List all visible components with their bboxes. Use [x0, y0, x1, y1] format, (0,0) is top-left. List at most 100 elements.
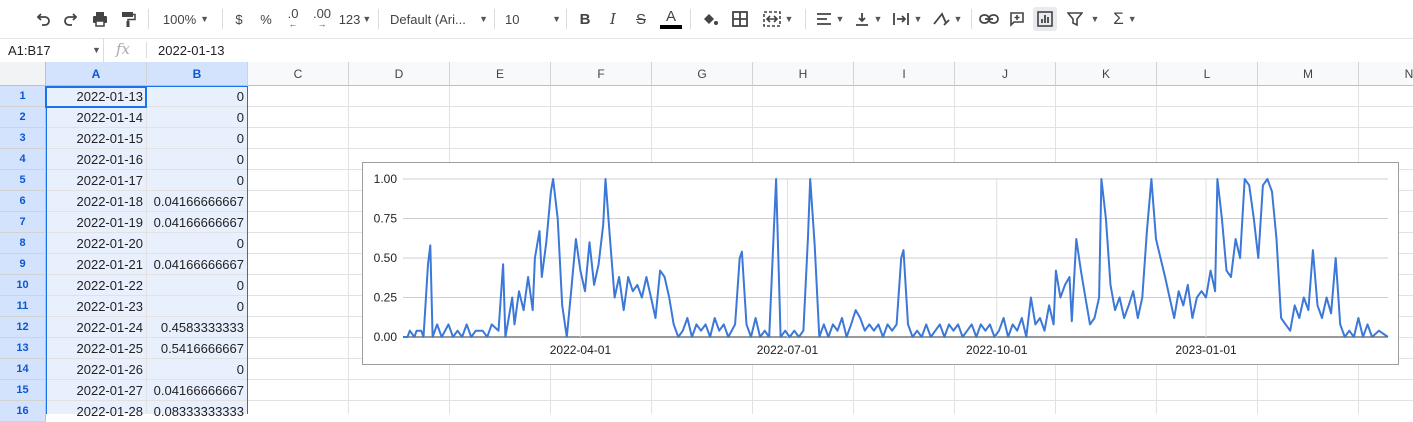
- functions-icon[interactable]: Σ ▼: [1113, 9, 1137, 28]
- cell-b8[interactable]: 0: [236, 236, 244, 251]
- column-header-n[interactable]: N: [1359, 62, 1413, 86]
- text-wrap-icon[interactable]: ▼: [890, 7, 924, 31]
- column-header-i[interactable]: I: [854, 62, 955, 86]
- more-formats-label: 123: [338, 11, 361, 27]
- percent-button[interactable]: %: [256, 7, 276, 31]
- cell-b3[interactable]: 0: [236, 131, 244, 146]
- row-header-2[interactable]: 2: [0, 107, 46, 128]
- cell-b7[interactable]: 0.04166666667: [153, 215, 244, 230]
- cell-b6[interactable]: 0.04166666667: [153, 194, 244, 209]
- cell-b4[interactable]: 0: [236, 152, 244, 167]
- cell-b15[interactable]: 0.04166666667: [153, 383, 244, 398]
- cell-a1[interactable]: 2022-01-13: [76, 89, 144, 104]
- comment-icon[interactable]: [1006, 7, 1028, 31]
- column-header-g[interactable]: G: [652, 62, 753, 86]
- column-header-a[interactable]: A: [46, 62, 147, 86]
- column-header-l[interactable]: L: [1157, 62, 1258, 86]
- font-select[interactable]: Default (Ari... ▼: [390, 7, 488, 31]
- column-header-k[interactable]: K: [1056, 62, 1157, 86]
- row-header-14[interactable]: 14: [0, 359, 46, 380]
- paint-format-icon[interactable]: [117, 7, 139, 31]
- column-header-f[interactable]: F: [551, 62, 652, 86]
- name-box[interactable]: A1:B17 ▼: [0, 38, 104, 62]
- cell-b5[interactable]: 0: [236, 173, 244, 188]
- row-header-5[interactable]: 5: [0, 170, 46, 191]
- cell-b11[interactable]: 0: [236, 299, 244, 314]
- align-icon[interactable]: ▼: [814, 7, 846, 31]
- cell-b13[interactable]: 0.5416666667: [160, 341, 244, 356]
- cell-a13[interactable]: 2022-01-25: [76, 341, 144, 356]
- column-header-b[interactable]: B: [147, 62, 248, 86]
- text-color-icon[interactable]: A: [659, 7, 683, 31]
- row-header-7[interactable]: 7: [0, 212, 46, 233]
- cell-a3[interactable]: 2022-01-15: [76, 131, 144, 146]
- column-header-c[interactable]: C: [248, 62, 349, 86]
- row-header-16[interactable]: 16: [0, 401, 46, 422]
- italic-icon[interactable]: I: [610, 10, 616, 28]
- cell-a2[interactable]: 2022-01-14: [76, 110, 144, 125]
- increase-decimal-button[interactable]: .00 →: [311, 7, 333, 31]
- redo-icon[interactable]: [60, 7, 82, 31]
- currency-button[interactable]: $: [230, 7, 248, 31]
- cell-a5[interactable]: 2022-01-17: [76, 173, 144, 188]
- text-rotate-icon[interactable]: ▼: [930, 7, 964, 31]
- row-header-8[interactable]: 8: [0, 233, 46, 254]
- cell-b14[interactable]: 0: [236, 362, 244, 377]
- borders-icon[interactable]: [729, 7, 751, 31]
- y-tick-label: 0.25: [374, 291, 398, 305]
- row-header-10[interactable]: 10: [0, 275, 46, 296]
- cell-a6[interactable]: 2022-01-18: [76, 194, 144, 209]
- cell-b1[interactable]: 0: [236, 89, 244, 104]
- cell-a7[interactable]: 2022-01-19: [76, 215, 144, 230]
- cell-a14[interactable]: 2022-01-26: [76, 362, 144, 377]
- x-tick-label: 2022-04-01: [550, 343, 612, 357]
- row-header-9[interactable]: 9: [0, 254, 46, 275]
- fill-color-icon[interactable]: [699, 7, 721, 31]
- print-icon[interactable]: [89, 7, 111, 31]
- column-header-e[interactable]: E: [450, 62, 551, 86]
- cell-a4[interactable]: 2022-01-16: [76, 152, 144, 167]
- link-icon[interactable]: [978, 7, 1000, 31]
- more-formats-button[interactable]: 123 ▼: [338, 7, 372, 31]
- cell-a9[interactable]: 2022-01-21: [76, 257, 144, 272]
- row-header-4[interactable]: 4: [0, 149, 46, 170]
- zoom-select[interactable]: 100% ▼: [156, 7, 216, 31]
- row-header-13[interactable]: 13: [0, 338, 46, 359]
- cell-b12[interactable]: 0.4583333333: [160, 320, 244, 335]
- line-chart[interactable]: 0.00 0.25 0.50 0.75 1.00 2022-04-01 2022-07-01…: [362, 162, 1399, 365]
- decrease-decimal-label: .0: [287, 6, 299, 21]
- chevron-down-icon: ▼: [953, 14, 963, 24]
- row-header-3[interactable]: 3: [0, 128, 46, 149]
- row-header-15[interactable]: 15: [0, 380, 46, 401]
- column-header-m[interactable]: M: [1258, 62, 1359, 86]
- chevron-down-icon: ▼: [873, 14, 883, 24]
- row-header-12[interactable]: 12: [0, 317, 46, 338]
- row-header-1[interactable]: 1: [0, 86, 46, 107]
- valign-icon[interactable]: ▼: [852, 7, 884, 31]
- bold-icon[interactable]: B: [579, 10, 591, 28]
- cell-b10[interactable]: 0: [236, 278, 244, 293]
- filter-icon[interactable]: ▼: [1064, 7, 1102, 31]
- cell-a10[interactable]: 2022-01-22: [76, 278, 144, 293]
- decrease-decimal-button[interactable]: .0 ←: [283, 7, 303, 31]
- cell-a8[interactable]: 2022-01-20: [76, 236, 144, 251]
- select-all-corner[interactable]: [0, 62, 46, 86]
- column-header-j[interactable]: J: [955, 62, 1056, 86]
- undo-icon[interactable]: [32, 7, 54, 31]
- strikethrough-icon[interactable]: S: [635, 10, 646, 28]
- row-header-6[interactable]: 6: [0, 191, 46, 212]
- chart-icon[interactable]: [1033, 7, 1057, 31]
- font-size-select[interactable]: 10 ▼: [505, 7, 561, 31]
- column-header-d[interactable]: D: [349, 62, 450, 86]
- column-header-h[interactable]: H: [753, 62, 854, 86]
- cell-a12[interactable]: 2022-01-24: [76, 320, 144, 335]
- cell-b2[interactable]: 0: [236, 110, 244, 125]
- merge-cells-icon[interactable]: ▼: [758, 7, 798, 31]
- formula-input[interactable]: 2022-01-13: [158, 43, 225, 58]
- formula-bar: A1:B17 ▼ fx 2022-01-13: [0, 38, 1413, 63]
- row-header-11[interactable]: 11: [0, 296, 46, 317]
- cell-b9[interactable]: 0.04166666667: [153, 257, 244, 272]
- cell-a11[interactable]: 2022-01-23: [76, 299, 144, 314]
- currency-label: $: [235, 11, 243, 27]
- cell-a15[interactable]: 2022-01-27: [76, 383, 144, 398]
